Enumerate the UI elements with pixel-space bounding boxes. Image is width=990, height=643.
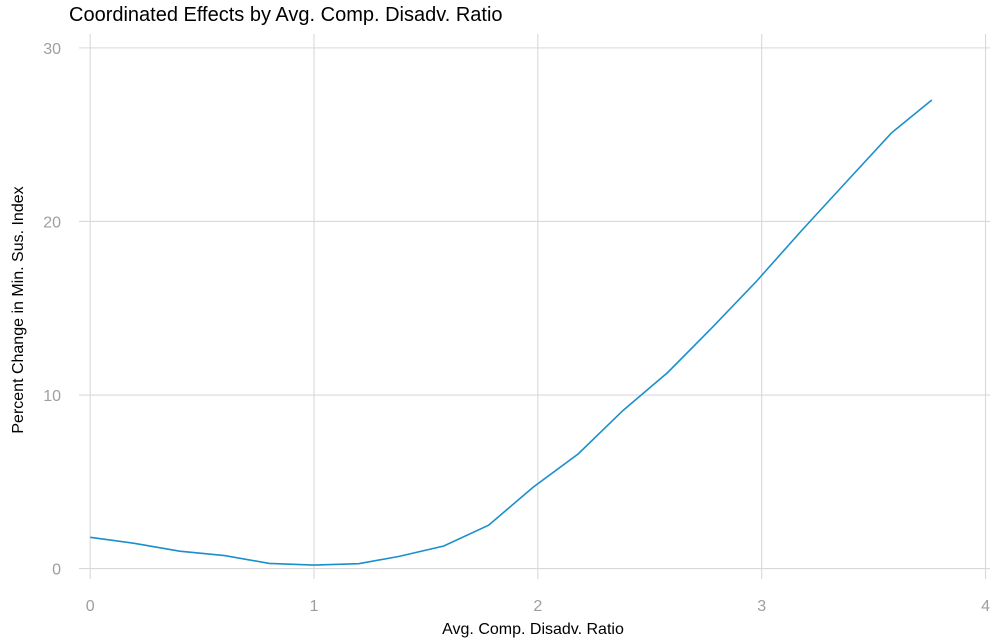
x-tick-label: 0 xyxy=(86,598,95,615)
x-tick-label: 2 xyxy=(533,598,542,615)
y-tick-label: 0 xyxy=(52,562,61,579)
y-tick-label: 10 xyxy=(43,388,61,405)
x-tick-label: 1 xyxy=(310,598,319,615)
x-axis-label: Avg. Comp. Disadv. Ratio xyxy=(442,621,624,638)
series-group xyxy=(90,99,933,566)
y-tick-label: 30 xyxy=(43,41,61,58)
chart-title: Coordinated Effects by Avg. Comp. Disadv… xyxy=(69,4,503,26)
tick-labels: 0 1 2 3 4 0 10 20 30 xyxy=(43,41,990,615)
y-axis-label: Percent Change in Min. Sus. Index xyxy=(10,186,27,433)
x-tick-label: 3 xyxy=(757,598,766,615)
x-tick-label: 4 xyxy=(981,598,990,615)
y-tick-label: 20 xyxy=(43,214,61,231)
grid xyxy=(79,34,990,579)
series-line xyxy=(90,99,933,566)
